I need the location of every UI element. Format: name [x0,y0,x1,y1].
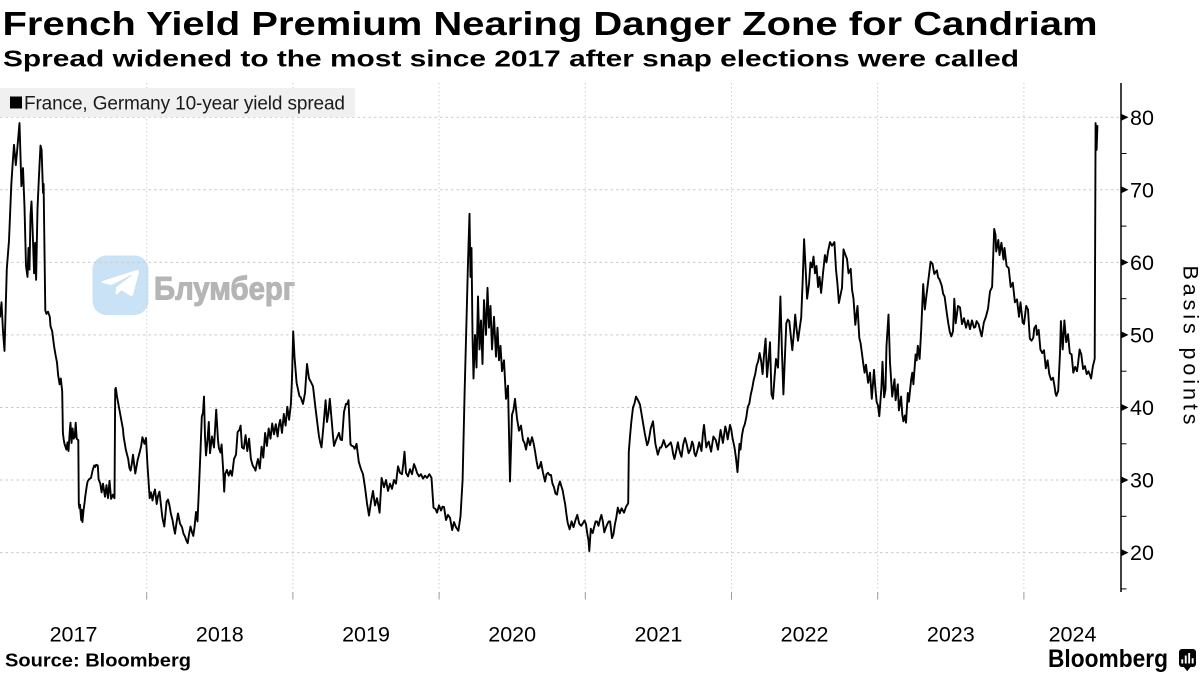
svg-text:2019: 2019 [342,623,390,647]
svg-text:40: 40 [1130,396,1154,420]
svg-text:French Yield Premium Nearing D: French Yield Premium Nearing Danger Zone… [3,6,1098,43]
svg-text:Source: Bloomberg: Source: Bloomberg [5,651,191,671]
svg-text:30: 30 [1130,469,1154,493]
svg-text:Bloomberg: Bloomberg [1048,645,1168,673]
svg-text:20: 20 [1130,541,1154,565]
svg-text:2017: 2017 [50,623,98,647]
svg-text:France, Germany 10-year yield: France, Germany 10-year yield spread [24,94,345,115]
svg-text:2021: 2021 [634,623,682,647]
svg-text:Spread widened to the most sin: Spread widened to the most since 2017 af… [3,46,1019,72]
svg-text:2020: 2020 [488,623,536,647]
svg-text:2022: 2022 [781,623,829,647]
svg-text:60: 60 [1130,251,1154,275]
svg-text:2023: 2023 [927,623,975,647]
svg-text:2018: 2018 [196,623,244,647]
svg-text:2024: 2024 [1049,623,1097,647]
svg-text:70: 70 [1130,178,1154,202]
svg-text:Блумберг: Блумберг [154,271,295,307]
svg-text:50: 50 [1130,324,1154,348]
svg-text:80: 80 [1130,106,1154,130]
